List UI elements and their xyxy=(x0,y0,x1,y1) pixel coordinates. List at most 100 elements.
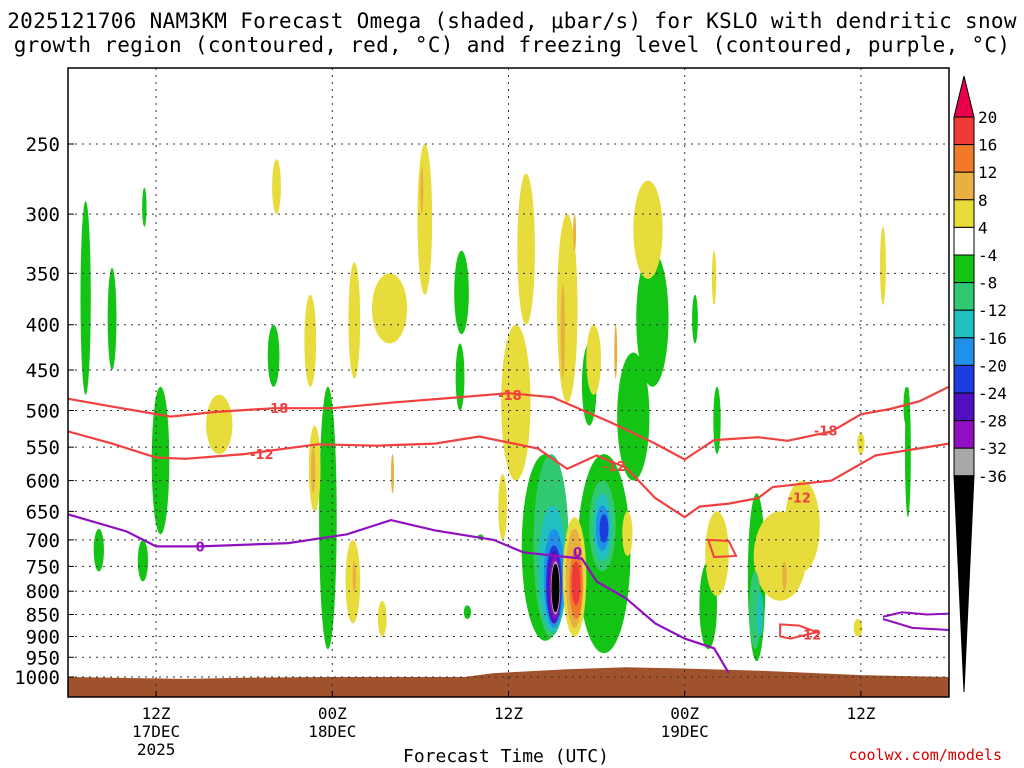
omega-blob-orange xyxy=(614,324,618,379)
colorbar-label: -20 xyxy=(978,356,1007,375)
y-tick-label: 550 xyxy=(26,437,60,459)
y-tick-label: 750 xyxy=(26,556,60,578)
omega-blob-orange xyxy=(573,214,577,251)
contour-label-minus18: -18 xyxy=(265,402,289,417)
omega-blob-yellow xyxy=(206,394,233,455)
isotherm-minus12-loop-small xyxy=(706,538,738,559)
omega-blob-green xyxy=(93,528,104,572)
colorbar-swatch xyxy=(953,447,975,477)
colorbar-label: -8 xyxy=(978,274,997,293)
omega-core3-cyan-inner xyxy=(756,591,763,637)
credit-text: coolwx.com/models xyxy=(848,746,1002,764)
y-tick-label: 450 xyxy=(26,360,60,382)
colorbar-label: -12 xyxy=(978,301,1007,320)
colorbar-swatch xyxy=(953,199,975,228)
omega-blob-yellow xyxy=(711,250,717,305)
omega-blob-yellow xyxy=(853,619,863,637)
y-tick-label: 300 xyxy=(26,204,60,226)
omega-up-red xyxy=(571,561,581,606)
chart-title-line-2: growth region (contoured, red, °C) and f… xyxy=(13,33,1011,57)
omega-blob-yellow xyxy=(304,294,317,387)
colorbar-swatch xyxy=(953,364,975,394)
colorbar-label: -36 xyxy=(978,467,1007,486)
y-tick-label: 950 xyxy=(26,647,60,669)
colorbar-label: 12 xyxy=(978,163,997,182)
terrain-shape xyxy=(68,667,949,697)
omega-blob-yellow xyxy=(784,480,820,572)
y-tick-label: 400 xyxy=(26,315,60,337)
colorbar-label: -24 xyxy=(978,384,1007,403)
omega-blob-green xyxy=(904,386,911,518)
omega-blob-orange xyxy=(391,454,394,494)
isotherm-minus12-loop xyxy=(779,623,821,640)
x-tick-date: 18DEC xyxy=(308,722,356,741)
omega-core2-darkblue xyxy=(599,514,609,543)
colorbar-swatch xyxy=(953,171,975,201)
omega-blob-yellow xyxy=(586,324,602,395)
colorbar-label: -28 xyxy=(978,412,1007,431)
omega-blob-yellow xyxy=(622,511,633,557)
x-tick-label: 12Z xyxy=(494,704,523,723)
omega-blob-green xyxy=(463,605,472,620)
omega-shading xyxy=(80,144,911,662)
omega-blob-green xyxy=(454,250,469,335)
omega-blob-orange xyxy=(560,284,566,379)
colorbar-top-arrow xyxy=(953,75,975,118)
omega-blob-orange xyxy=(352,561,357,592)
omega-blob-green xyxy=(151,386,170,535)
contour-label-freezing: 0 xyxy=(196,540,205,555)
x-axis-title: Forecast Time (UTC) xyxy=(403,746,609,767)
omega-blob-green xyxy=(107,267,117,370)
colorbar-swatch xyxy=(953,226,975,256)
x-tick-label: 12Z xyxy=(142,704,171,723)
freezing-level-line xyxy=(68,513,730,674)
y-tick-label: 500 xyxy=(26,401,60,423)
omega-blob-green xyxy=(80,201,91,395)
colorbar-label: -32 xyxy=(978,439,1007,458)
y-tick-label: 600 xyxy=(26,471,60,493)
colorbar-label: 8 xyxy=(978,191,988,210)
colorbar-swatch xyxy=(953,144,975,173)
freezing-level-spur xyxy=(882,611,949,618)
y-tick-label: 250 xyxy=(26,134,60,156)
omega-blob-yellow xyxy=(498,474,508,540)
x-tick-label: 12Z xyxy=(846,704,875,723)
y-tick-label: 350 xyxy=(26,263,60,285)
contour-label-minus12: -12 xyxy=(787,492,811,507)
omega-blob-orange xyxy=(782,561,787,592)
colorbar-bottom-arrow xyxy=(953,475,975,693)
omega-blob-green xyxy=(692,294,698,344)
y-tick-label: 700 xyxy=(26,530,60,552)
colorbar-label: -16 xyxy=(978,329,1007,348)
omega-blob-green xyxy=(137,539,149,582)
terrain-ground xyxy=(68,667,949,697)
colorbar-swatch xyxy=(953,282,975,311)
y-tick-label: 900 xyxy=(26,626,60,648)
y-tick-label: 1000 xyxy=(14,667,60,689)
chart-title-line-1: 2025121706 NAM3KM Forecast Omega (shaded… xyxy=(7,9,1017,33)
omega-blob-yellow xyxy=(377,600,387,637)
omega-blob-yellow xyxy=(371,273,408,344)
omega-blob-yellow xyxy=(348,262,361,379)
temperature-contours: -18 -18 -18 -12 -12 -12 -12 0 0 xyxy=(68,385,949,674)
y-tick-label: 650 xyxy=(26,501,60,523)
y-axis: 2503003504004505005506006507007508008509… xyxy=(14,134,74,689)
x-tick-label: 00Z xyxy=(670,704,699,723)
isotherm-minus18-line xyxy=(68,385,949,461)
omega-blob-green xyxy=(617,352,650,481)
omega-blob-yellow xyxy=(857,432,865,455)
omega-blob-yellow xyxy=(272,159,281,215)
contour-label-minus18: -18 xyxy=(814,425,838,440)
contour-label-minus18: -18 xyxy=(498,389,522,404)
colorbar-swatch xyxy=(953,337,975,366)
colorbar-swatch xyxy=(953,116,975,146)
omega-blob-green xyxy=(455,343,465,411)
x-tick-year: 2025 xyxy=(137,740,176,759)
omega-blob-yellow xyxy=(633,180,663,279)
omega-blob-green xyxy=(319,386,337,650)
colorbar-label: -4 xyxy=(978,246,997,265)
isotherm-minus12-line xyxy=(68,430,949,519)
omega-blob-green xyxy=(713,386,721,455)
omega-blob-yellow xyxy=(417,144,433,295)
